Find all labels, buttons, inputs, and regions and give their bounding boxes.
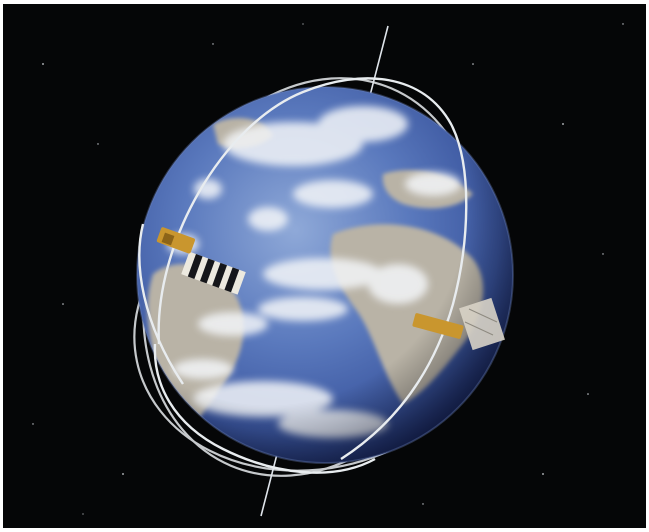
inclined-orbit-back-right	[138, 223, 184, 385]
satellite-left	[156, 227, 246, 295]
inclined-orbit-front	[153, 343, 376, 474]
earth-satellite-illustration	[32, 23, 624, 517]
satellite-right	[412, 297, 505, 351]
polar-orbit-front	[157, 77, 468, 461]
star-field	[32, 23, 624, 515]
space-scene	[3, 4, 646, 528]
orbit-rings-front	[138, 77, 468, 474]
earth-globe	[136, 86, 514, 464]
